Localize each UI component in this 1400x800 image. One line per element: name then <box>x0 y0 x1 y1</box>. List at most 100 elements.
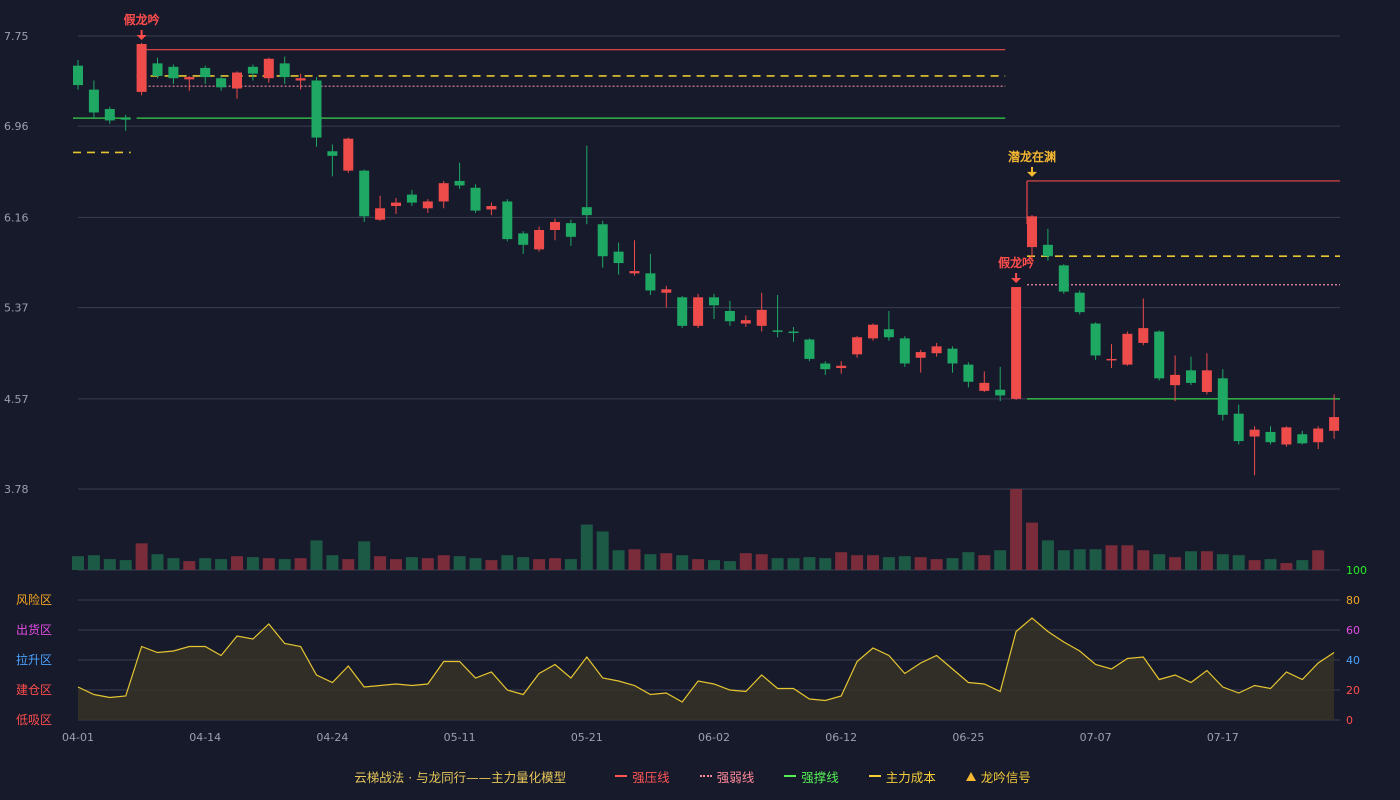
candle-body <box>391 202 401 207</box>
candle-body <box>772 330 783 332</box>
candle-body <box>470 187 481 211</box>
volume-bar <box>1169 557 1182 570</box>
volume-bar <box>294 558 307 570</box>
legend-item-resistance[interactable]: 强压线 <box>615 767 670 786</box>
volume-bar <box>1057 550 1070 570</box>
volume-bar <box>72 556 84 570</box>
legend-item-cost[interactable]: 主力成本 <box>868 767 936 786</box>
volume-bar <box>819 558 832 570</box>
volume-bar <box>580 524 593 570</box>
candle-body <box>120 118 131 120</box>
candle-body <box>327 151 338 156</box>
x-tick-label: 07-17 <box>1207 731 1239 744</box>
indicator-tick-label: 80 <box>1346 594 1360 607</box>
legend-item-strength[interactable]: 强弱线 <box>699 767 754 786</box>
candle-body <box>1281 427 1292 445</box>
indicator-tick-label: 40 <box>1346 654 1360 667</box>
candle-body <box>1090 323 1101 356</box>
zone-label: 风险区 <box>16 592 52 607</box>
price-tick-label: 3.78 <box>4 483 29 496</box>
volume-bar <box>183 561 196 570</box>
volume-bar <box>326 555 339 570</box>
volume-bar <box>946 558 959 570</box>
volume-bar <box>1010 489 1023 570</box>
candles <box>73 42 1340 476</box>
volume-bar <box>835 552 848 570</box>
legend-label-support: 强撑线 <box>801 769 839 785</box>
triangle-icon <box>965 771 976 781</box>
candle-body <box>247 66 258 74</box>
candle-body <box>979 382 990 391</box>
volume-bar <box>1105 545 1118 570</box>
legend-swatch-cost <box>868 775 881 777</box>
volume-bar <box>1073 549 1086 570</box>
candle-body <box>343 138 354 171</box>
x-tick-label: 05-11 <box>444 731 476 744</box>
grid <box>78 35 1340 721</box>
legend-swatch-resistance <box>615 775 628 777</box>
volume-bar <box>1264 559 1277 570</box>
volume-bar <box>310 540 323 570</box>
volume-bar <box>962 552 975 570</box>
volume-bar <box>994 550 1007 570</box>
candle-body <box>534 229 545 250</box>
candle-body <box>1313 428 1324 443</box>
candle-body <box>1249 429 1260 437</box>
indicator-tick-label: 20 <box>1346 684 1360 697</box>
candle-body <box>1201 370 1212 393</box>
volume-bar <box>867 555 879 570</box>
volume-bar <box>1137 550 1150 570</box>
volume-bar <box>1089 549 1102 570</box>
volume-bar <box>692 559 705 570</box>
volume-bar <box>882 557 895 570</box>
candle-body <box>295 78 306 81</box>
candle-body <box>311 80 322 138</box>
candle-body <box>677 297 688 326</box>
candle-body <box>1138 328 1149 343</box>
legend-title: 云梯战法 · 与龙同行——主力量化模型 <box>354 769 567 785</box>
signal-label: 潜龙在渊 <box>1008 149 1056 164</box>
legend-item-signal[interactable]: 龙吟信号 <box>965 767 1031 786</box>
x-tick-label: 05-21 <box>571 731 603 744</box>
volume-bar <box>151 554 164 570</box>
volume-bar <box>564 559 577 570</box>
volume-bar <box>1026 522 1038 570</box>
candle-body <box>915 352 926 358</box>
volume-bar <box>612 550 625 570</box>
x-tick-label: 04-01 <box>62 731 94 744</box>
volume-bar <box>374 556 387 570</box>
candle-body <box>1297 434 1308 444</box>
candle-body <box>216 78 227 88</box>
signal-arrow-icon <box>1011 278 1022 284</box>
volume-bar <box>87 555 100 570</box>
candle-body <box>1027 216 1037 248</box>
volume-bar <box>1232 555 1245 570</box>
candle-body <box>279 63 290 78</box>
candle-body <box>184 77 195 80</box>
candle-body <box>613 251 624 264</box>
candle-body <box>1058 265 1069 292</box>
candle-body <box>1042 244 1053 257</box>
volume-bar <box>342 559 355 570</box>
candle-body <box>740 320 751 324</box>
volume-bar <box>517 557 530 570</box>
volume-bar <box>1216 554 1229 570</box>
indicator-tick-label: 0 <box>1346 714 1353 727</box>
candle-body <box>709 297 719 306</box>
volume-bar <box>135 543 148 570</box>
candle-body <box>200 67 211 78</box>
volume-bar <box>405 557 418 570</box>
volume-bar <box>358 541 371 570</box>
candle-body <box>1170 374 1181 386</box>
legend-label-signal: 龙吟信号 <box>980 769 1031 785</box>
candle-body <box>804 339 815 359</box>
candle-body <box>502 201 513 240</box>
candle-body <box>88 89 99 113</box>
legend-item-support[interactable]: 强撑线 <box>784 767 839 786</box>
signal-arrow-icon <box>1027 171 1037 177</box>
volume-bar <box>1296 560 1309 570</box>
signal-arrow-icon <box>136 34 147 40</box>
zone-label: 低吸区 <box>16 713 52 727</box>
